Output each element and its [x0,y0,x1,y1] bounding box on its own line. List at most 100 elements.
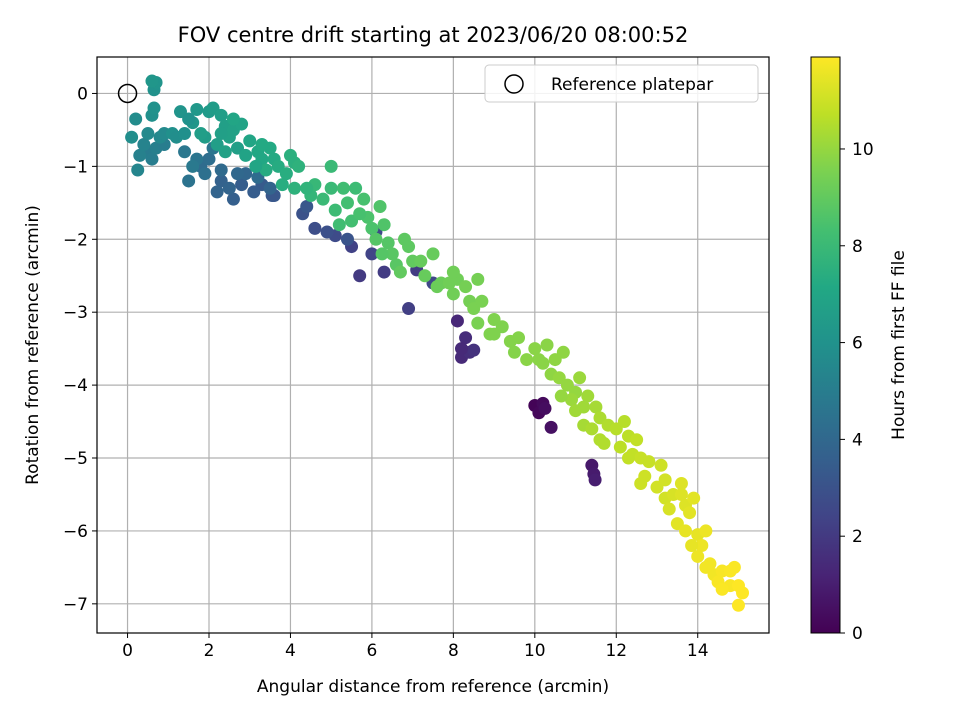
data-point [279,167,293,181]
data-point [365,221,379,235]
colorbar-tick-label: 0 [852,624,863,644]
data-point [133,148,147,162]
data-point [308,221,322,235]
data-point [218,145,232,159]
data-point [210,185,224,199]
data-point [642,455,656,469]
data-point [202,152,216,166]
data-point [222,181,236,195]
data-point [198,167,212,181]
data-point [736,586,750,600]
data-point [691,549,705,563]
data-point [235,178,249,192]
data-point [369,232,383,246]
chart-title: FOV centre drift starting at 2023/06/20 … [178,23,689,47]
plot-frame [96,56,770,634]
data-point [178,127,192,141]
data-point [259,163,273,177]
data-point [674,477,688,491]
data-point [471,316,485,330]
x-tick-label: 14 [687,641,709,661]
data-point [263,181,277,195]
data-point [182,174,196,188]
data-point [402,302,416,316]
data-point [459,280,473,294]
data-point [178,145,192,159]
y-tick-label: −2 [63,230,88,250]
data-point [231,167,245,181]
data-point [654,458,668,472]
data-point [679,524,693,538]
data-point [214,163,228,177]
x-tick-label: 0 [122,641,133,661]
data-point [727,560,741,574]
data-point [377,218,391,232]
data-point [658,473,672,487]
data-point [731,598,745,612]
data-point [699,560,713,574]
data-point [300,181,314,195]
data-point [554,389,568,403]
data-point [569,404,583,418]
y-tick-label: −6 [63,522,88,542]
data-point [182,112,196,126]
x-tick-label: 4 [285,641,296,661]
data-point [528,342,542,356]
grid [97,57,769,633]
data-point [634,477,648,491]
data-point [340,196,354,210]
data-point [145,152,159,166]
data-point [426,247,440,261]
data-point [336,181,350,195]
data-point [353,207,367,221]
data-point [320,225,334,239]
colorbar-tick-label: 2 [852,527,863,547]
data-point [288,181,302,195]
data-point [249,159,263,173]
colorbar-label: Hours from first FF file [889,250,909,440]
data-point [588,473,602,487]
data-point [573,371,587,385]
data-point [581,389,595,403]
data-point [226,112,240,126]
data-point [365,247,379,261]
data-point [147,101,161,115]
data-point [512,331,526,345]
data-point [459,331,473,345]
x-tick-label: 6 [366,641,377,661]
data-point [324,181,338,195]
data-point [532,353,546,367]
data-point [446,287,460,301]
y-tick-label: −5 [63,449,88,469]
data-point [471,272,485,286]
reference-platepar-marker [117,83,138,104]
colorbar-tick-label: 4 [852,430,863,450]
y-axis-label: Rotation from reference (arcmin) [23,205,43,485]
data-point [125,130,139,144]
data-point [141,127,155,141]
data-point [186,159,200,173]
legend-label: Reference platepar [551,75,713,95]
data-point [226,192,240,206]
x-axis-ticks: 0 2 4 6 8 10 12 14 [122,633,709,661]
legend-marker-icon [504,74,524,94]
x-tick-label: 2 [204,641,215,661]
data-point [585,422,599,436]
data-point [685,539,699,553]
x-tick-label: 10 [524,641,546,661]
data-point [446,265,460,279]
data-point [540,338,554,352]
colorbar-ticks: 0 2 4 6 8 10 [840,140,874,644]
data-point [377,265,391,279]
data-point [239,148,253,162]
data-point [450,314,464,328]
data-point [300,199,314,213]
y-tick-label: −7 [63,595,88,615]
data-point [194,127,208,141]
legend: Reference platepar [484,64,759,103]
data-point [687,491,701,505]
data-point [332,218,346,232]
data-point [455,342,469,356]
data-point [247,185,261,199]
colorbar-gradient [810,56,841,634]
